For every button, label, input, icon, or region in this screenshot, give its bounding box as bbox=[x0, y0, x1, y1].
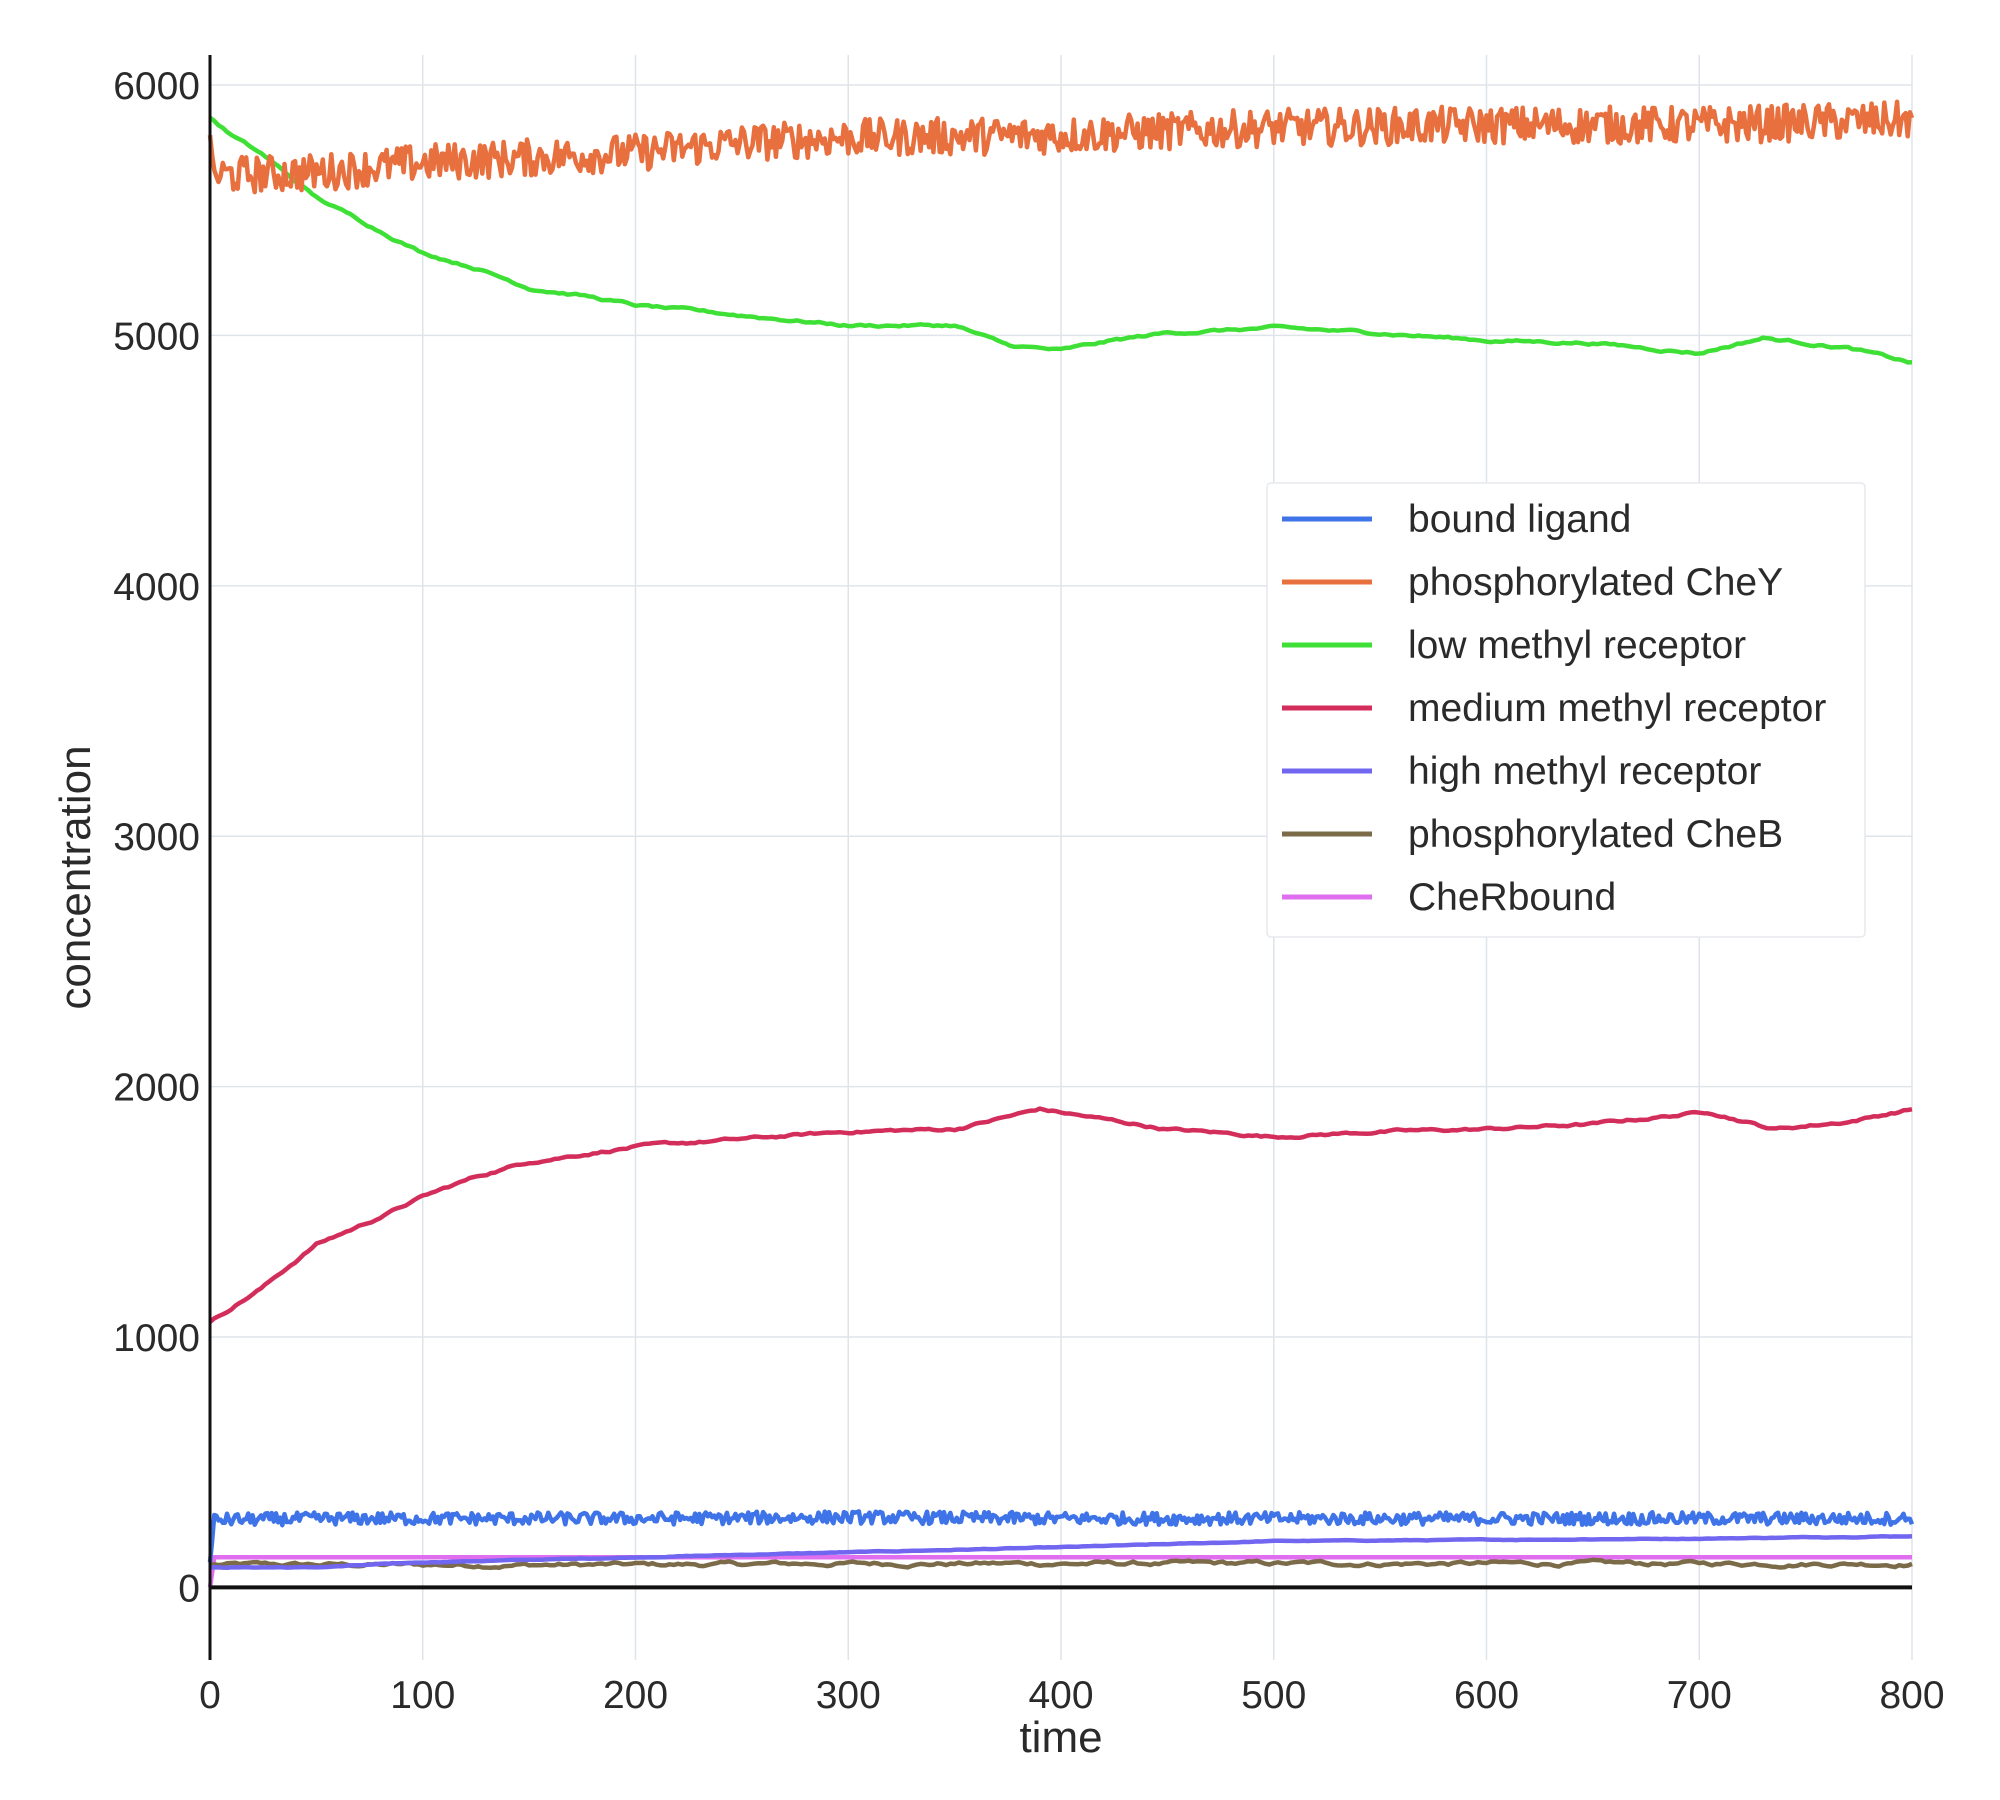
series-line bbox=[207, 1509, 1915, 1563]
series-line bbox=[208, 115, 1913, 365]
legend-box bbox=[1266, 482, 1866, 938]
y-tick-label: 1000 bbox=[113, 1317, 200, 1360]
legend-label: bound ligand bbox=[1408, 498, 1631, 541]
x-tick-label: 300 bbox=[816, 1674, 881, 1717]
y-tick-label: 2000 bbox=[113, 1067, 200, 1110]
x-tick-label: 600 bbox=[1454, 1674, 1519, 1717]
x-tick-label: 800 bbox=[1879, 1674, 1944, 1717]
legend-label: low methyl receptor bbox=[1408, 624, 1746, 667]
y-tick-label: 5000 bbox=[113, 315, 200, 358]
y-tick-label: 6000 bbox=[113, 65, 200, 108]
x-tick-label: 500 bbox=[1241, 1674, 1306, 1717]
y-tick-label: 0 bbox=[178, 1567, 200, 1610]
legend-label: medium methyl receptor bbox=[1408, 687, 1826, 730]
series-line bbox=[209, 1534, 1913, 1570]
x-tick-label: 100 bbox=[390, 1674, 455, 1717]
y-axis-title: concentration bbox=[51, 745, 100, 1009]
legend-label: CheRbound bbox=[1408, 876, 1616, 919]
series-line bbox=[209, 1557, 1913, 1570]
y-tick-label: 3000 bbox=[113, 816, 200, 859]
x-tick-label: 200 bbox=[603, 1674, 668, 1717]
series-line bbox=[208, 1106, 1913, 1324]
series-line bbox=[207, 99, 1915, 195]
x-tick-label: 400 bbox=[1028, 1674, 1093, 1717]
series-line bbox=[207, 1555, 1912, 1588]
series-lines bbox=[207, 99, 1915, 1588]
x-tick-label: 700 bbox=[1667, 1674, 1732, 1717]
y-tick-label: 4000 bbox=[113, 566, 200, 609]
legend: bound ligand phosphorylated CheY low methy… bbox=[1266, 482, 1866, 938]
x-tick-label: 0 bbox=[199, 1674, 221, 1717]
tick-labels: 0 100 200 300 400 500 600 700 800 0 1000 2000 3000 40… bbox=[113, 65, 1944, 1717]
axes bbox=[208, 55, 1912, 1660]
x-axis-title: time bbox=[1019, 1713, 1102, 1762]
legend-label: phosphorylated CheY bbox=[1408, 561, 1783, 604]
legend-label: high methyl receptor bbox=[1408, 750, 1761, 793]
legend-label: phosphorylated CheB bbox=[1408, 813, 1783, 856]
